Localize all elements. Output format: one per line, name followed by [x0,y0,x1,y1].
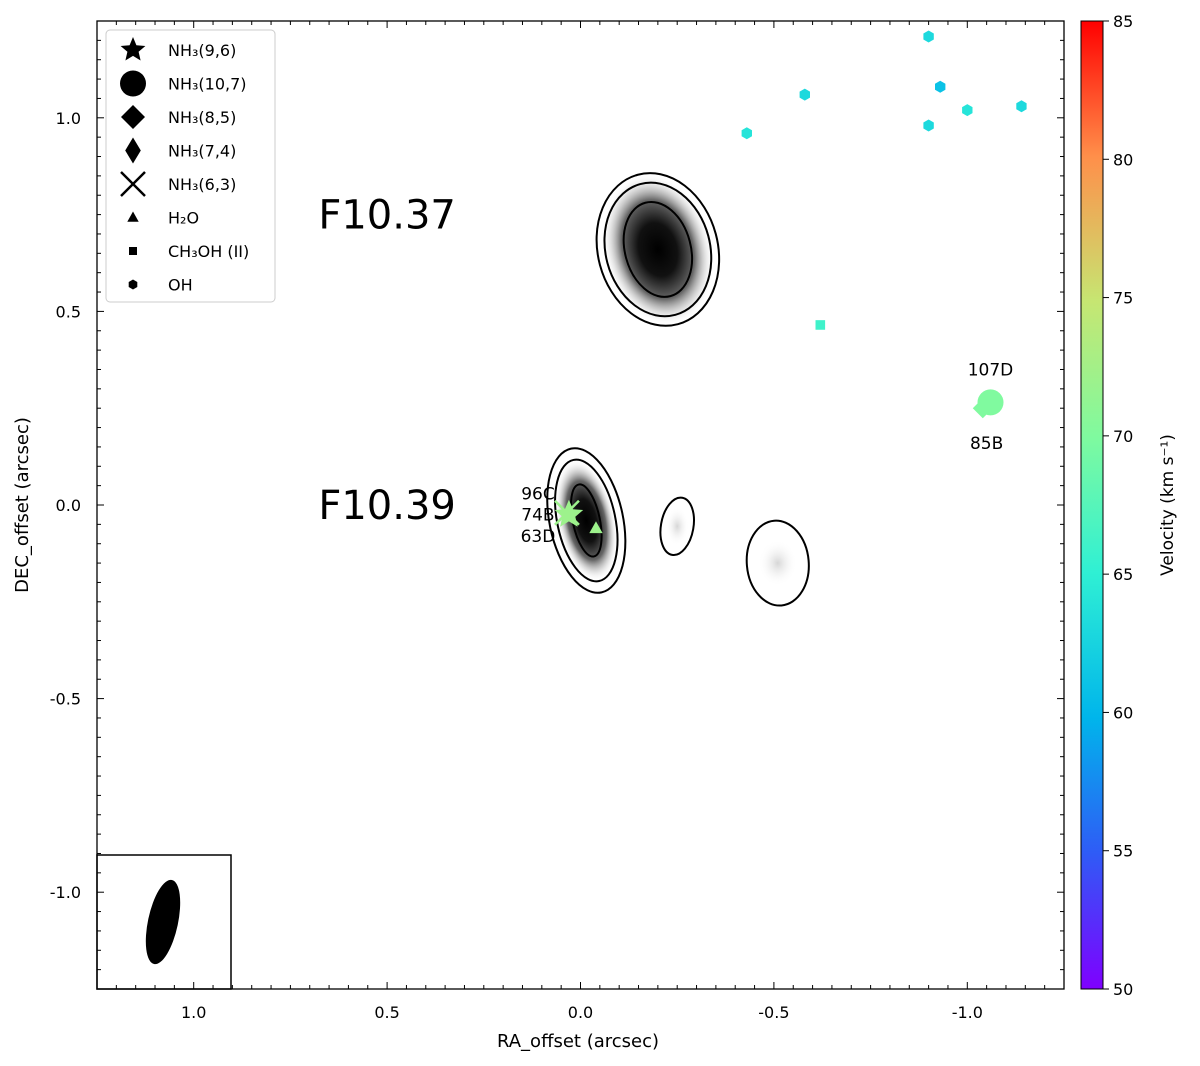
legend-label-7: OH [168,276,193,295]
beam-ellipse [145,879,181,965]
maser-label-1: 74B [521,506,554,526]
legend-label-3: NH₃(7,4) [168,142,236,161]
legend-marker-6 [129,247,137,255]
legend-label-1: NH₃(10,7) [168,75,247,94]
marker-hexagon-oh-2 [923,30,934,43]
legend-marker-2 [121,105,145,129]
x-tick-label: 0.0 [568,1003,593,1022]
contour-F10.37-3 [622,200,693,298]
maser-label-0: 96C [521,484,555,504]
continuum-faint-1 [665,506,689,546]
y-tick-label: 1.0 [56,109,81,128]
colorbar-tick-label: 60 [1113,703,1133,722]
colorbar-tick-label: 55 [1113,842,1133,861]
legend-marker-5 [127,211,139,222]
colorbar-tick-label: 75 [1113,289,1133,308]
colorbar-tick-label: 65 [1113,565,1133,584]
colorbar-tick-label: 50 [1113,980,1133,999]
y-tick-label: 0.0 [56,496,81,515]
x-axis-label: RA_offset (arcsec) [497,1031,659,1052]
marker-x-nh3-6-3--0-stroke-b [554,499,580,526]
legend-label-4: NH₃(6,3) [168,175,236,194]
legend-label-6: CH₃OH (II) [168,242,249,261]
legend-marker-4 [120,171,146,197]
contour-F10.39-1 [546,447,627,594]
y-tick-label: 0.5 [56,302,81,321]
continuum-F10.37 [601,173,714,326]
region-label-0: F10.37 [318,193,456,239]
colorbar-label: Velocity (km s⁻¹) [1158,434,1178,576]
marker-hexagon-oh-0 [741,127,752,140]
contour-faint-2-1 [745,519,810,607]
marker-hexagon-oh-4 [923,119,934,132]
legend-marker-4-stroke-b [120,171,146,197]
y-tick-label: -0.5 [50,690,81,709]
legend-label-0: NH₃(9,6) [168,41,236,60]
maser-label-4: 85B [970,434,1003,454]
legend-marker-0 [120,37,146,61]
maser-label-3: 107D [968,360,1014,380]
marker-triangle-h2o-0 [589,521,603,534]
legend-label-2: NH₃(8,5) [168,108,236,127]
legend-box [105,29,276,303]
x-tick-label: -0.5 [758,1003,789,1022]
legend-label-5: H₂O [168,209,199,228]
maser-label-2: 63D [521,527,556,547]
x-tick-label: -1.0 [952,1003,983,1022]
y-tick-label: -1.0 [50,883,81,902]
marker-diamond-nh3-8-5--0 [972,398,993,419]
contour-F10.37-2 [603,181,713,318]
marker-hexagon-oh-1 [799,88,810,101]
colorbar-tick-label: 85 [1113,12,1133,31]
colorbar-tick-label: 80 [1113,150,1133,169]
marker-hexagon-oh-6 [1016,100,1027,113]
x-tick-label: 0.5 [374,1003,399,1022]
colorbar: 50 55 60 65 70 75 80 85 Velocity (km s⁻¹) [1080,12,1178,999]
x-tick-label: 1.0 [181,1003,206,1022]
colorbar-tick-label: 70 [1113,427,1133,446]
continuum-F10.39 [555,459,618,582]
marker-x-nh3-6-3--0 [554,499,580,526]
legend-marker-3 [125,137,141,164]
colorbar-gradient [1080,20,1104,990]
contour-faint-1-1 [659,496,695,557]
contour-F10.37-1 [595,172,721,327]
y-axis-label: DEC_offset (arcsec) [12,417,33,593]
region-label-1: F10.39 [318,483,456,529]
legend-marker-1 [120,70,146,97]
marker-square-ch3oh-ii--0 [815,320,826,330]
marker-hexagon-oh-3 [935,80,946,93]
marker-hexagon-oh-5 [962,104,973,117]
continuum-faint-2 [758,539,798,587]
contour-F10.39-2 [554,458,619,583]
legend-marker-7 [128,279,138,290]
legend: NH₃(9,6) NH₃(10,7) NH₃(8,5) NH₃(7,4) NH₃(6,3… [105,29,276,303]
